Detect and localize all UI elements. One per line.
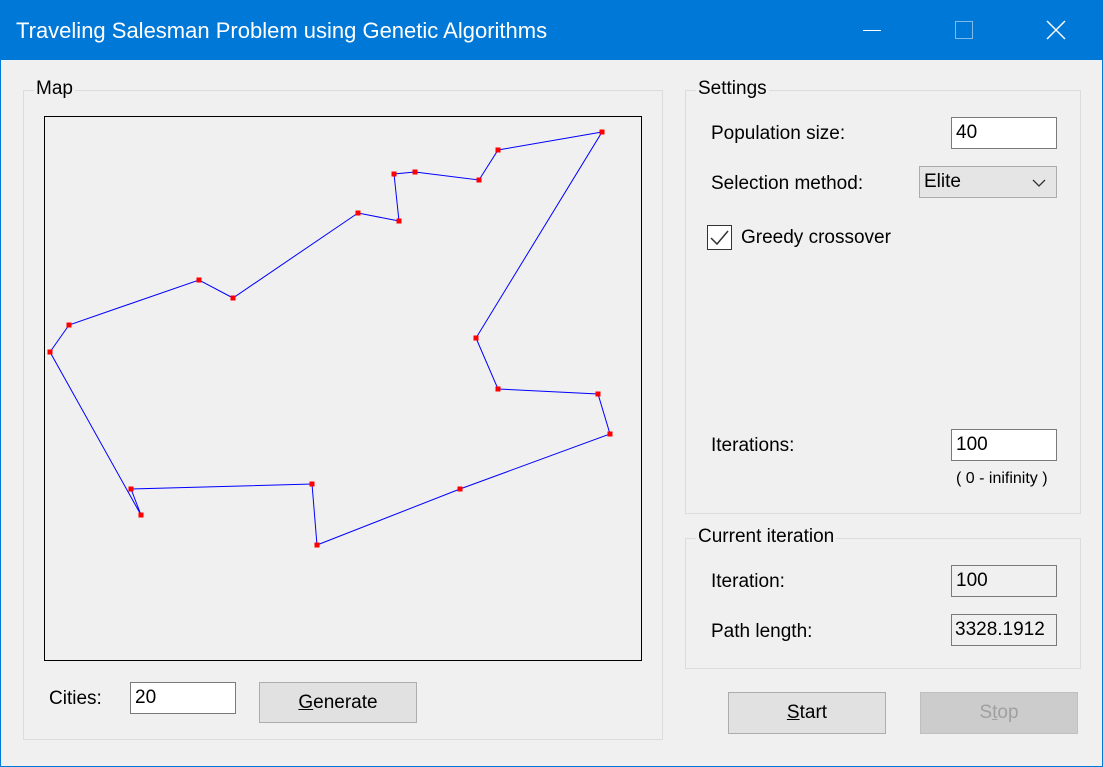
settings-group: Settings: [685, 78, 1081, 514]
city-marker: [595, 391, 601, 397]
title-bar: Traveling Salesman Problem using Genetic…: [1, 0, 1102, 60]
stop-mnemonic: t: [992, 702, 998, 723]
map-canvas[interactable]: [44, 116, 642, 661]
iterations-hint: ( 0 - inifinity ): [956, 470, 1048, 487]
cities-input[interactable]: 20: [130, 682, 236, 714]
maximize-icon: [955, 21, 973, 39]
city-marker: [309, 481, 315, 487]
start-label: tart: [799, 702, 828, 723]
map-legend: Map: [34, 78, 75, 100]
city-marker: [412, 169, 418, 175]
generate-button[interactable]: Generate: [259, 682, 417, 723]
city-marker: [476, 177, 482, 183]
checkmark-icon: [707, 225, 732, 250]
selection-value: Elite: [924, 171, 961, 192]
city-marker: [230, 295, 236, 301]
city-marker: [128, 486, 134, 492]
minimize-button[interactable]: [826, 0, 918, 60]
city-marker: [391, 171, 397, 177]
city-marker: [196, 277, 202, 283]
city-marker: [355, 210, 361, 216]
selection-label: Selection method:: [711, 173, 864, 194]
iteration-label: Iteration:: [711, 571, 785, 592]
minimize-icon: [863, 29, 881, 31]
city-marker: [457, 486, 463, 492]
path-length-label: Path length:: [711, 621, 813, 642]
city-marker: [599, 129, 605, 135]
current-iteration-group: Current iteration: [685, 526, 1081, 669]
selection-dropdown[interactable]: Elite: [919, 166, 1057, 198]
population-label: Population size:: [711, 123, 846, 144]
stop-button[interactable]: Stop: [920, 692, 1078, 734]
city-marker: [314, 542, 320, 548]
start-mnemonic: S: [786, 702, 800, 723]
city-marker: [396, 218, 402, 224]
iteration-value: 100: [951, 565, 1057, 597]
iterations-label: Iterations:: [711, 435, 795, 456]
greedy-crossover-label: Greedy crossover: [741, 226, 891, 248]
greedy-crossover-checkbox[interactable]: Greedy crossover: [707, 225, 891, 250]
close-button[interactable]: [1010, 0, 1102, 60]
tour-path: [49, 131, 611, 546]
current-iteration-legend: Current iteration: [696, 526, 837, 548]
iterations-input[interactable]: 100: [951, 429, 1057, 461]
city-marker: [47, 349, 53, 355]
map-group: Map: [23, 78, 663, 740]
start-button[interactable]: Start: [728, 692, 886, 734]
city-marker: [138, 512, 144, 518]
path-length-value: 3328.1912: [951, 614, 1057, 646]
city-marker: [473, 335, 479, 341]
population-input[interactable]: 40: [951, 117, 1057, 149]
stop-label-start: S: [979, 702, 993, 723]
chevron-down-icon: [1032, 179, 1046, 187]
maximize-button[interactable]: [918, 0, 1010, 60]
close-icon: [1046, 20, 1066, 40]
city-marker: [66, 322, 72, 328]
stop-label-end: op: [997, 702, 1019, 723]
window-title: Traveling Salesman Problem using Genetic…: [16, 18, 548, 43]
city-marker: [495, 147, 501, 153]
generate-mnemonic: G: [298, 691, 314, 713]
cities-label: Cities:: [49, 688, 102, 709]
generate-label: enerate: [313, 691, 378, 713]
tour-plot: [47, 129, 613, 548]
city-marker: [607, 431, 613, 437]
settings-legend: Settings: [696, 78, 769, 100]
city-marker: [495, 386, 501, 392]
